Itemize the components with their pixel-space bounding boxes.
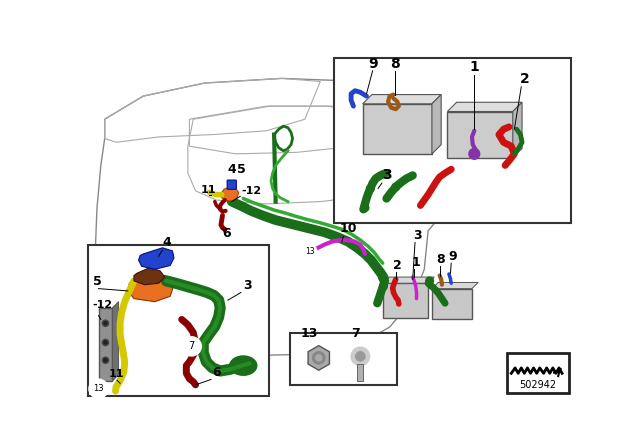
Circle shape (469, 148, 480, 159)
Circle shape (351, 347, 369, 366)
Circle shape (392, 183, 399, 191)
Text: 8: 8 (390, 56, 400, 71)
Bar (363, 104, 432, 154)
Text: 2: 2 (520, 72, 529, 86)
Polygon shape (513, 102, 522, 158)
Polygon shape (447, 102, 522, 112)
Text: 7: 7 (189, 341, 195, 351)
Polygon shape (383, 277, 435, 283)
Polygon shape (363, 95, 441, 104)
Text: 5: 5 (93, 275, 102, 288)
Text: 5: 5 (237, 163, 246, 176)
Text: 1: 1 (469, 60, 479, 74)
Text: 3: 3 (413, 228, 421, 241)
Text: 4: 4 (228, 163, 237, 176)
Text: 502942: 502942 (520, 380, 557, 390)
Circle shape (102, 320, 109, 326)
Circle shape (104, 359, 107, 362)
Circle shape (361, 204, 369, 211)
Bar (508, 353, 569, 392)
Circle shape (90, 379, 108, 398)
Polygon shape (134, 268, 164, 285)
Polygon shape (128, 273, 174, 302)
Text: -12: -12 (242, 186, 262, 196)
Text: 11: 11 (201, 185, 216, 195)
Text: 10: 10 (340, 222, 357, 235)
Circle shape (426, 277, 433, 285)
Circle shape (104, 341, 107, 344)
Text: 11: 11 (109, 369, 124, 379)
Circle shape (102, 340, 109, 345)
Text: 13: 13 (305, 247, 314, 256)
Bar (334, 58, 572, 223)
FancyBboxPatch shape (227, 180, 236, 189)
Text: 1: 1 (411, 256, 420, 269)
Text: 6: 6 (212, 366, 221, 379)
Ellipse shape (230, 356, 257, 375)
Circle shape (102, 357, 109, 363)
Circle shape (367, 185, 374, 192)
Bar (357, 364, 364, 381)
Bar (383, 283, 428, 318)
Text: 6: 6 (223, 227, 231, 240)
Text: 7: 7 (351, 327, 360, 340)
Circle shape (182, 337, 201, 356)
Text: 13: 13 (301, 327, 319, 340)
Bar (432, 289, 472, 319)
Circle shape (380, 282, 387, 290)
Bar (99, 308, 113, 381)
Polygon shape (432, 282, 478, 289)
Text: 8: 8 (436, 253, 445, 266)
Bar (447, 112, 513, 158)
Circle shape (316, 355, 322, 361)
Text: 13: 13 (93, 384, 104, 393)
Text: 3: 3 (382, 168, 392, 181)
Polygon shape (113, 302, 118, 381)
Text: 9: 9 (448, 250, 457, 263)
Polygon shape (221, 187, 239, 201)
Polygon shape (308, 345, 330, 370)
Circle shape (303, 245, 316, 258)
Circle shape (104, 322, 107, 325)
Polygon shape (139, 248, 174, 269)
Text: 3: 3 (243, 279, 252, 292)
Polygon shape (432, 95, 441, 154)
Bar (88, 245, 269, 396)
Text: -12: -12 (92, 300, 113, 310)
Text: 2: 2 (393, 259, 401, 272)
Text: 9: 9 (368, 56, 378, 71)
Circle shape (312, 352, 325, 364)
Circle shape (356, 352, 365, 361)
Bar (289, 332, 397, 385)
Text: 4: 4 (163, 236, 172, 249)
